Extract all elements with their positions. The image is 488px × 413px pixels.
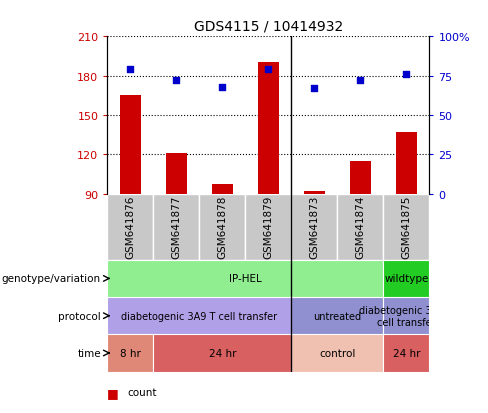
- Text: diabetogenic 3A9 T
cell transfer: diabetogenic 3A9 T cell transfer: [359, 305, 454, 327]
- Bar: [337, 194, 384, 260]
- Point: [310, 85, 318, 92]
- Bar: [396, 133, 417, 194]
- Text: GSM641877: GSM641877: [171, 195, 182, 259]
- Text: wildtype: wildtype: [384, 274, 428, 284]
- Text: GSM641874: GSM641874: [355, 195, 366, 259]
- Bar: [200, 194, 245, 260]
- Text: GSM641878: GSM641878: [217, 195, 227, 259]
- Text: percentile rank within the sample: percentile rank within the sample: [127, 412, 303, 413]
- Text: diabetogenic 3A9 T cell transfer: diabetogenic 3A9 T cell transfer: [122, 311, 278, 321]
- Text: untreated: untreated: [313, 311, 362, 321]
- Bar: [384, 335, 429, 372]
- Bar: [384, 194, 429, 260]
- Text: IP-HEL: IP-HEL: [229, 274, 262, 284]
- Text: 24 hr: 24 hr: [209, 348, 236, 358]
- Bar: [107, 297, 291, 335]
- Bar: [107, 260, 384, 297]
- Point: [264, 67, 272, 74]
- Bar: [350, 161, 371, 194]
- Text: GSM641875: GSM641875: [402, 195, 411, 259]
- Text: ■: ■: [107, 411, 119, 413]
- Bar: [258, 63, 279, 194]
- Text: GSM641873: GSM641873: [309, 195, 320, 259]
- Text: GSM641876: GSM641876: [125, 195, 135, 259]
- Bar: [245, 194, 291, 260]
- Text: control: control: [319, 348, 356, 358]
- Bar: [291, 335, 384, 372]
- Text: count: count: [127, 387, 156, 397]
- Bar: [304, 192, 325, 194]
- Text: time: time: [77, 348, 101, 358]
- Point: [219, 84, 226, 91]
- Bar: [153, 335, 291, 372]
- Point: [403, 71, 410, 78]
- Point: [172, 78, 180, 84]
- Title: GDS4115 / 10414932: GDS4115 / 10414932: [194, 19, 343, 33]
- Text: genotype/variation: genotype/variation: [2, 274, 101, 284]
- Bar: [166, 154, 187, 194]
- Bar: [107, 335, 153, 372]
- Bar: [107, 194, 153, 260]
- Text: GSM641879: GSM641879: [264, 195, 273, 259]
- Bar: [291, 194, 337, 260]
- Bar: [153, 194, 200, 260]
- Bar: [384, 297, 429, 335]
- Bar: [384, 260, 429, 297]
- Bar: [291, 297, 384, 335]
- Text: 8 hr: 8 hr: [120, 348, 141, 358]
- Bar: [212, 185, 233, 194]
- Bar: [120, 96, 141, 194]
- Text: ■: ■: [107, 386, 119, 399]
- Point: [126, 67, 134, 74]
- Text: protocol: protocol: [58, 311, 101, 321]
- Point: [357, 78, 365, 84]
- Text: 24 hr: 24 hr: [393, 348, 420, 358]
